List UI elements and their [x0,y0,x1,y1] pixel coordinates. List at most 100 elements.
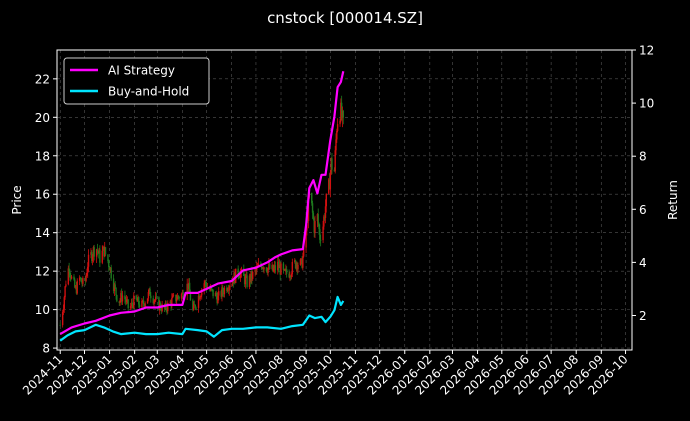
price-candle-body [115,287,117,296]
price-candle-body [161,304,163,312]
price-candle-body [167,302,169,312]
price-candle-body [229,285,231,287]
price-candle-body [96,249,99,252]
price-candle-body [222,292,225,295]
price-candle-body [284,269,286,271]
price-candle-body [144,303,146,307]
price-candle-body [93,247,95,257]
price-candle-body [237,268,239,276]
price-candle-body [260,264,263,269]
left-tick-label: 8 [42,342,50,356]
price-candle-body [124,295,126,300]
price-candle-body [79,277,82,279]
price-candle-body [323,216,325,227]
price-candle-body [180,293,183,299]
price-candle-body [329,172,332,190]
price-candle-body [212,289,214,297]
price-candle-body [263,267,265,270]
price-candle-body [68,268,70,272]
price-candle-body [272,264,274,272]
price-candle-body [222,287,224,293]
price-candle-body [299,259,302,265]
price-candle-body [333,169,336,172]
price-candle-body [300,258,302,260]
price-candle-body [136,299,138,302]
legend-box [63,57,210,105]
price-candle-body [97,251,99,254]
price-candle-body [211,289,213,290]
price-candle-body [214,292,217,297]
price-candle-body [118,301,120,304]
right-tick-label: 8 [639,150,647,164]
right-axis-label: Return [666,180,680,220]
price-candle-body [209,287,212,291]
price-candle-body [129,306,132,309]
price-candle-body [249,275,251,282]
price-candle-body [217,295,219,304]
price-candle-body [171,297,173,307]
price-candle-body [91,256,94,261]
price-candle-body [155,296,158,298]
price-candle-body [302,247,305,257]
price-candle-body [285,269,288,274]
price-candle-body [335,139,337,151]
price-candle-body [188,282,190,289]
price-candle-body [307,218,309,222]
left-tick-label: 22 [35,72,50,86]
price-candle-body [113,284,116,292]
price-candle-body [302,256,304,268]
right-tick-label: 12 [639,44,654,58]
price-candle-body [188,282,191,293]
price-candle-body [255,269,257,271]
price-candle-body [323,216,326,218]
price-candle-body [228,286,230,291]
price-candle-body [340,102,343,118]
price-candle-body [112,278,115,292]
price-candle-body [86,272,88,276]
price-candle-body [120,293,123,302]
left-tick-label: 14 [35,226,50,240]
price-candle-body [104,247,107,255]
price-candle-body [114,284,116,288]
price-candle-body [175,294,177,302]
price-candle-body [63,297,65,309]
price-candle-body [153,300,155,304]
price-candle-body [246,275,248,287]
price-candle-body [262,267,264,270]
price-candle-body [290,274,293,277]
price-candle-body [192,300,194,311]
price-candle-body [138,304,141,308]
price-candle-body [189,292,192,301]
price-candle-body [248,275,251,287]
price-candle-body [285,269,287,271]
price-candle-body [218,291,220,296]
price-candle-body [305,230,307,248]
left-tick-label: 16 [35,188,50,202]
price-candle-body [85,275,87,281]
price-candle-body [200,295,202,297]
price-candle-body [104,247,106,257]
price-candle-body [61,312,64,326]
price-candle-body [226,290,229,292]
price-candle-body [160,309,163,312]
price-candle-body [199,296,201,300]
price-candle-body [220,291,222,297]
price-candle-body [243,268,245,276]
price-candle-body [289,276,291,278]
price-candle-body [274,265,277,271]
price-candle-body [317,214,319,224]
price-candle-body [70,276,73,279]
price-candle-body [201,289,203,296]
price-candle-body [70,275,72,279]
price-candle-body [84,278,87,281]
price-candle-body [154,300,156,301]
price-candle-body [339,120,341,125]
price-candle-body [238,275,240,277]
price-candle-body [328,179,331,190]
price-candle-body [266,271,268,274]
price-candle-body [176,295,179,300]
chart-title: cnstock [000014.SZ] [267,9,423,27]
price-candle-body [216,296,218,304]
price-candle-body [175,299,178,302]
price-candle-body [193,304,196,305]
